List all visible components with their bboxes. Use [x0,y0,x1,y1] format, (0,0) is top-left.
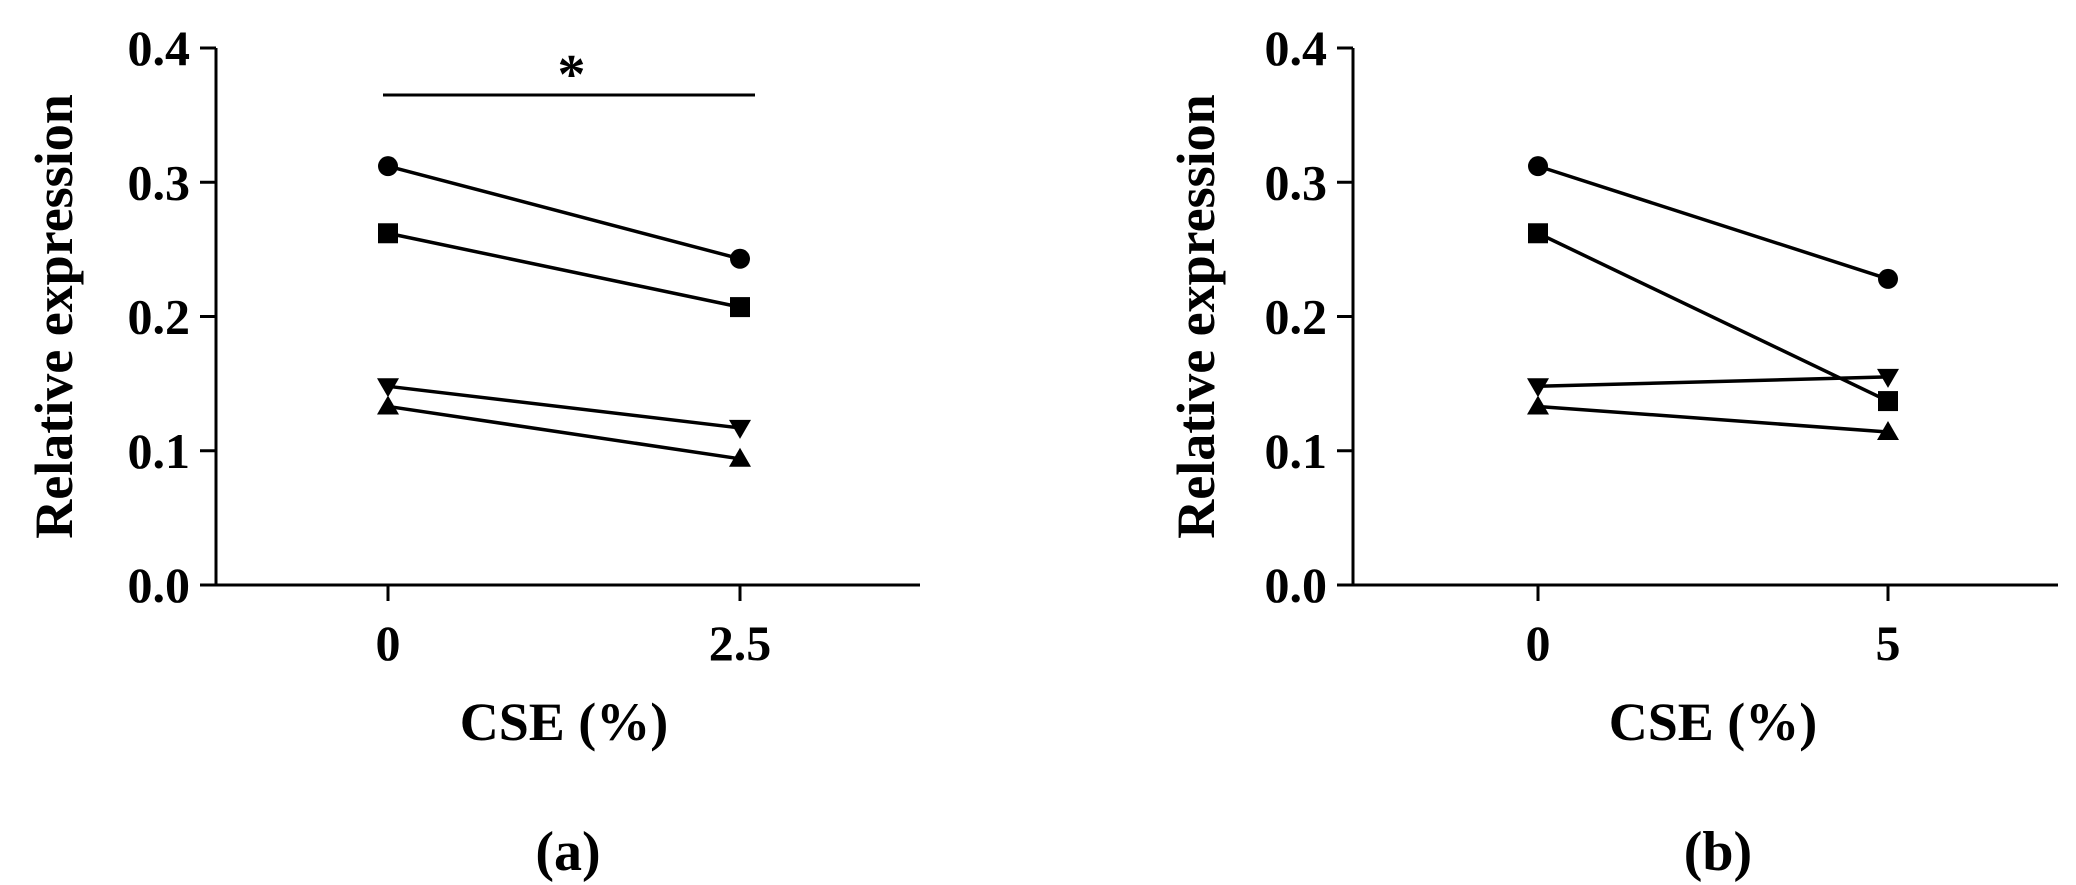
data-point-square [378,223,398,244]
series-line-square [1537,231,1889,403]
y-axis-label: Relative expression [1166,94,1226,538]
x-axis-label: CSE (%) [460,692,669,752]
data-point-triangle-down [729,419,751,439]
series-line-triangle-down [1537,375,1889,389]
y-tick-label: 0.3 [128,154,191,210]
chart-panel-a: 0.0 0.1 0.2 0.3 0.4 0 2.5 CSE (%) Relative expre… [24,20,920,883]
data-point-circle [730,248,750,269]
panel-label: (b) [1684,821,1752,883]
data-point-circle [1528,156,1548,177]
data-point-triangle-down [377,378,399,398]
data-point-triangle-down [1527,378,1549,398]
data-point-square [1878,391,1898,412]
y-axis-label: Relative expression [24,94,84,538]
x-tick-label: 2.5 [709,615,772,671]
series-line-square [387,231,741,309]
series-line-triangle-up [387,404,741,461]
data-point-square [1528,223,1548,244]
y-tick-label: 0.1 [1265,423,1328,479]
y-tick-label: 0.4 [1265,20,1328,76]
data-point-triangle-up [377,395,399,415]
data-point-circle [378,156,398,177]
data-point-triangle-up [1527,395,1549,415]
x-tick-label: 0 [376,615,401,671]
series-line-triangle-up [1537,404,1889,434]
y-tick-label: 0.3 [1265,154,1328,210]
y-tick-label: 0.1 [128,423,191,479]
x-axis-label: CSE (%) [1609,692,1818,752]
data-point-triangle-up [1877,420,1899,440]
chart-panel-b: 0.0 0.1 0.2 0.3 0.4 0 5 CSE (%) Relative express… [1166,20,2058,883]
data-point-triangle-up [729,447,751,467]
y-tick-label: 0.0 [128,557,191,613]
y-tick-label: 0.2 [128,289,191,345]
y-tick-label: 0.2 [1265,289,1328,345]
y-tick-label: 0.4 [128,20,191,76]
panel-label: (a) [535,821,600,883]
data-point-square [730,297,750,318]
data-point-triangle-down [1877,368,1899,388]
data-point-circle [1878,268,1898,289]
y-tick-label: 0.0 [1265,557,1328,613]
series-line-triangle-down [387,384,741,430]
series-line-circle [1537,164,1889,281]
x-tick-label: 5 [1876,615,1901,671]
x-tick-label: 0 [1526,615,1551,671]
series-line-circle [387,164,741,261]
significance-marker: * [558,44,586,106]
